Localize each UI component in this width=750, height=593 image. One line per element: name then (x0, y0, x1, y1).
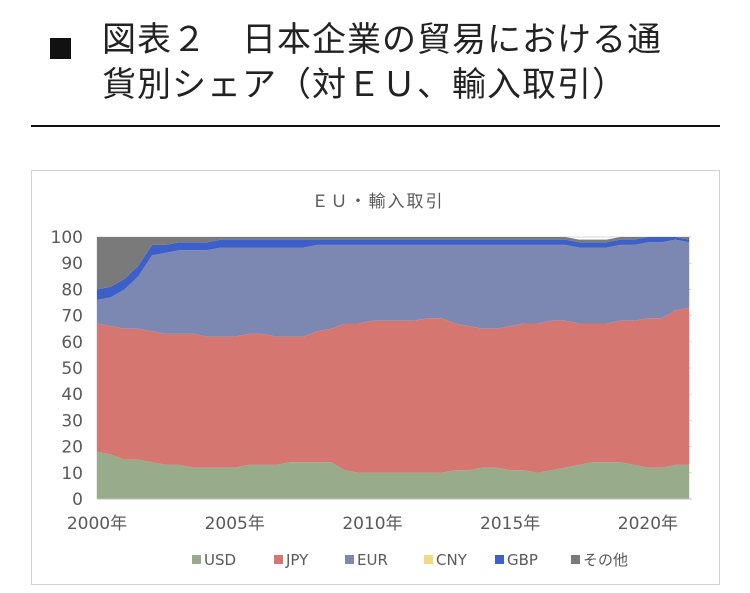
y-tick-label: 50 (61, 359, 83, 379)
y-axis: 0 10 20 30 40 50 60 70 80 90 100 (51, 228, 83, 510)
x-tick-label: 2020年 (618, 514, 678, 534)
chart-title: ＥＵ・輸入取引 (312, 192, 445, 212)
y-tick-label: 90 (61, 254, 83, 274)
area-series-usd (97, 451, 690, 499)
area-chart: ＥＵ・輸入取引 0 10 20 30 40 50 60 70 80 90 100 2000年 2005… (51, 192, 692, 569)
legend-swatch-gbp (495, 555, 504, 564)
legend-swatch-cny (424, 555, 433, 564)
figure-title: 図表２ 日本企業の貿易における通 貨別シェア（対ＥＵ、輸入取引） (102, 20, 662, 105)
y-tick-label: 10 (61, 464, 83, 484)
chart-frame: ＥＵ・輸入取引 0 10 20 30 40 50 60 70 80 90 100 2000年 2005… (31, 170, 720, 585)
area-series-gbp (97, 237, 690, 300)
legend-swatch-jpy (274, 555, 283, 564)
legend-label-cny: CNY (436, 551, 468, 569)
legend-label-jpy: JPY (285, 551, 309, 569)
y-tick-label: 70 (61, 307, 83, 327)
y-tick-label: 0 (72, 490, 83, 510)
x-tick-label: 2015年 (480, 514, 540, 534)
y-tick-label: 80 (61, 280, 83, 300)
square-bullet-icon (50, 38, 71, 59)
y-tick-label: 20 (61, 438, 83, 458)
legend-swatch-usd (192, 555, 201, 564)
x-axis: 2000年 2005年 2010年 2015年 2020年 (67, 498, 692, 534)
area-series-eur (97, 239, 690, 337)
y-tick-label: 100 (51, 228, 83, 248)
legend-swatch-eur (345, 555, 354, 564)
legend: USD JPY EUR CNY GBP その他 (192, 551, 628, 569)
y-tick-label: 30 (61, 411, 83, 431)
legend-label-other: その他 (583, 551, 628, 569)
legend-label-gbp: GBP (507, 551, 538, 569)
area-series-jpy (97, 307, 690, 473)
series-areas (97, 237, 690, 499)
legend-label-usd: USD (204, 551, 236, 569)
x-tick-label: 2000年 (67, 514, 127, 534)
y-tick-label: 40 (61, 385, 83, 405)
x-tick-label: 2010年 (342, 514, 402, 534)
x-tick-label: 2005年 (205, 514, 265, 534)
y-tick-label: 60 (61, 333, 83, 353)
title-divider (31, 125, 720, 127)
area-series-other (97, 237, 690, 290)
legend-label-eur: EUR (357, 551, 388, 569)
legend-swatch-other (571, 555, 580, 564)
